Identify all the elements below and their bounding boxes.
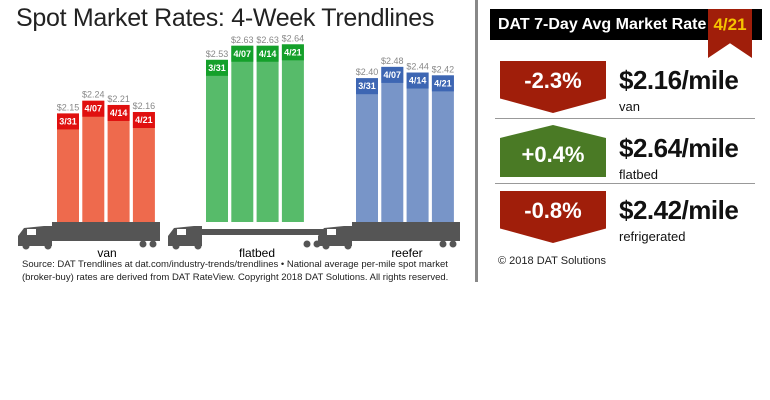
rate-row-reefer: -0.8% $2.42/mile refrigerated [495,191,755,253]
equipment-type: van [619,99,640,114]
change-badge-up: +0.4% [500,125,606,177]
week-label: 4/21 [434,78,452,88]
bar [256,45,279,222]
wheel-icon [439,240,447,248]
bar [356,78,378,223]
cab-window [327,229,336,235]
bar [231,45,254,222]
value-label: $2.42 [432,64,455,74]
value-label: $2.40 [356,67,379,77]
bar-header [406,72,429,89]
copyright: © 2018 DAT Solutions [498,255,606,267]
wheel-icon [149,240,157,248]
truck-cab-icon [168,226,202,246]
price: $2.42/mile [619,195,739,225]
equipment-type: refrigerated [619,229,686,244]
bar-chart: van 3/31 $2.15 4/07 $2.24 4/14 $2.21 4/21 $2.16 f… [18,33,460,260]
trailer [352,222,460,241]
flatbed-trailer [202,229,328,235]
bar-header [206,59,228,76]
source-note: Source: DAT Trendlines at dat.com/indust… [22,259,449,283]
truck-cab-icon [18,226,52,246]
value-label: $2.64 [282,33,305,43]
bar-header [82,100,105,117]
value-label: $2.44 [406,62,429,72]
cab-window [177,229,186,235]
bar [406,72,429,222]
rate-row-van: -2.3% $2.16/mile van [495,61,755,123]
week-label: 4/07 [384,70,402,80]
bar-header [381,66,404,83]
bar [132,112,155,222]
truck-cab-icon [318,226,352,246]
cab-window [27,229,36,235]
bar [206,59,228,222]
bar-header [231,45,254,62]
value-label: $2.48 [381,56,404,66]
wheel-icon [303,240,311,248]
wheel-icon [22,242,30,250]
bar [57,113,79,222]
wheel-icon [44,242,52,250]
chart-title: Spot Market Rates: 4-Week Trendlines [16,4,435,32]
category-label: flatbed [239,246,275,260]
bar [431,75,454,222]
price: $2.16/mile [619,65,739,95]
week-label: 4/07 [85,104,103,114]
bar [82,100,105,222]
wheel-icon [322,242,330,250]
category-label: van [97,246,116,260]
wheel-icon [449,240,457,248]
bar [107,104,130,222]
value-label: $2.21 [107,94,130,104]
week-label: 4/07 [234,49,252,59]
week-label: 4/21 [135,115,153,125]
bar-header [431,75,454,92]
bar-header [57,113,79,130]
week-label: 4/21 [284,47,302,57]
value-label: $2.16 [133,101,156,111]
value-label: $2.24 [82,90,105,100]
week-label: 4/14 [409,76,427,86]
equipment-type: flatbed [619,167,659,182]
bar-header [132,112,155,129]
trailer [52,222,160,241]
week-label: 4/14 [259,49,277,59]
bar [281,44,304,223]
wheel-icon [344,242,352,250]
wheel-icon [172,242,180,250]
bar-header [281,44,304,61]
bar-header [107,104,130,121]
category-label: reefer [391,246,422,260]
value-label: $2.63 [231,35,254,45]
change-badge-down: -0.8% [500,191,606,243]
week-label: 3/31 [208,63,226,73]
date-ribbon: 4/21 [708,9,752,58]
bar-header [256,45,279,62]
value-label: $2.15 [57,102,80,112]
week-label: 4/14 [110,108,128,118]
value-label: $2.53 [206,49,229,59]
week-label: 3/31 [358,81,376,91]
divider [475,0,478,282]
value-label: $2.63 [256,35,279,45]
divider [495,183,755,184]
rate-row-flatbed: +0.4% $2.64/mile flatbed [495,125,755,187]
wheel-icon [194,242,202,250]
divider [495,118,755,119]
price: $2.64/mile [619,133,739,163]
bar [381,66,404,223]
week-label: 3/31 [59,116,77,126]
bar-header [356,78,378,95]
wheel-icon [139,240,147,248]
change-badge-down: -2.3% [500,61,606,113]
